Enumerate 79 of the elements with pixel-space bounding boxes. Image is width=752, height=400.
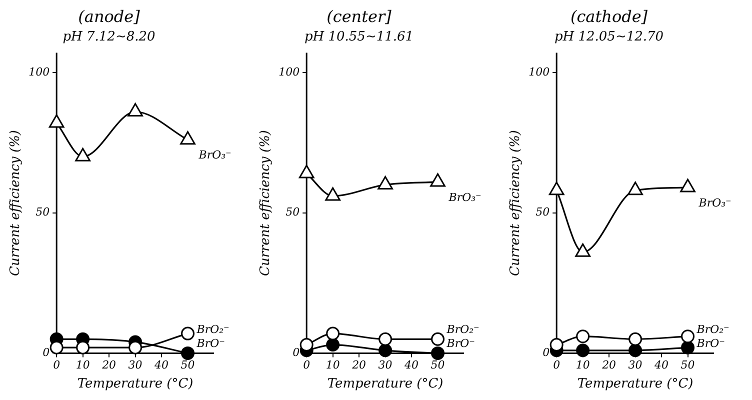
series-label: BrO⁻ [696,337,726,350]
series-label: BrO₂⁻ [696,323,730,336]
point [50,340,64,354]
x-tick-label: 50 [180,358,195,372]
x-tick-label: 0 [303,358,310,372]
x-tick-label: 10 [576,358,590,372]
chart-subtitle: pH 10.55~11.61 [304,29,414,44]
y-tick-label: 100 [528,65,550,78]
chart-subtitle: pH 7.12~8.20 [62,29,156,44]
point [548,182,564,196]
series-label: BrO₃⁻ [448,190,482,204]
x-tick-label: 30 [128,358,142,372]
point [180,131,196,145]
point [628,332,642,346]
x-tick-label: 0 [553,358,560,372]
y-tick-label: 0 [42,346,50,360]
point [681,330,695,344]
x-axis-title: Temperature (°C) [77,376,194,392]
series-label: BrO₃⁻ [698,196,732,210]
point [576,330,590,344]
chart-subtitle: pH 12.05~12.70 [554,29,664,44]
y-tick-label: 50 [36,206,50,219]
point [298,164,314,178]
point [128,340,142,354]
x-axis-title: Temperature (°C) [577,376,694,392]
x-tick-label: 10 [326,358,340,372]
series-label: BrO₂⁻ [446,323,480,336]
y-tick-label: 100 [278,65,300,78]
y-tick-label: 0 [542,346,550,360]
point [431,332,445,346]
point [576,344,590,358]
point [431,346,445,360]
x-tick-label: 50 [680,358,695,372]
x-tick-label: 20 [101,358,116,372]
point [128,103,143,117]
point [628,344,642,358]
x-tick-label: 30 [378,358,392,372]
series-label: BrO₃⁻ [198,148,232,162]
x-tick-label: 30 [628,358,642,372]
point [181,346,195,360]
x-tick-label: 10 [76,358,90,372]
y-axis-title: Current efficiency (%) [258,130,274,276]
series-label: BrO⁻ [446,337,476,350]
point [628,182,643,196]
y-axis-title: Current efficiency (%) [508,130,524,276]
point [181,326,195,340]
point [378,332,392,346]
point [75,148,91,162]
point [378,176,393,190]
point [550,338,564,352]
point [430,173,446,187]
point [326,326,340,340]
x-tick-label: 50 [430,358,445,372]
point [378,344,392,358]
x-tick-label: 20 [351,358,366,372]
x-tick-label: 40 [404,358,419,372]
y-tick-label: 0 [292,346,300,360]
y-tick-label: 50 [536,206,550,219]
series-label: BrO₂⁻ [196,323,230,336]
x-tick-label: 20 [601,358,616,372]
x-tick-label: 0 [53,358,60,372]
point [680,178,696,192]
series-label: BrO⁻ [196,337,226,350]
y-tick-label: 100 [28,65,50,78]
point [325,187,341,201]
chart-title: (cathode] [570,6,648,26]
point [575,243,591,257]
chart-title: (center] [326,6,392,26]
point [326,338,340,352]
x-tick-label: 40 [154,358,169,372]
point [300,338,314,352]
point [681,340,695,354]
y-axis-title: Current efficiency (%) [8,130,24,276]
point [76,340,90,354]
point [48,114,64,128]
chart-title: (anode] [78,6,141,26]
y-tick-label: 50 [286,206,300,219]
x-tick-label: 40 [654,358,669,372]
x-axis-title: Temperature (°C) [327,376,444,392]
